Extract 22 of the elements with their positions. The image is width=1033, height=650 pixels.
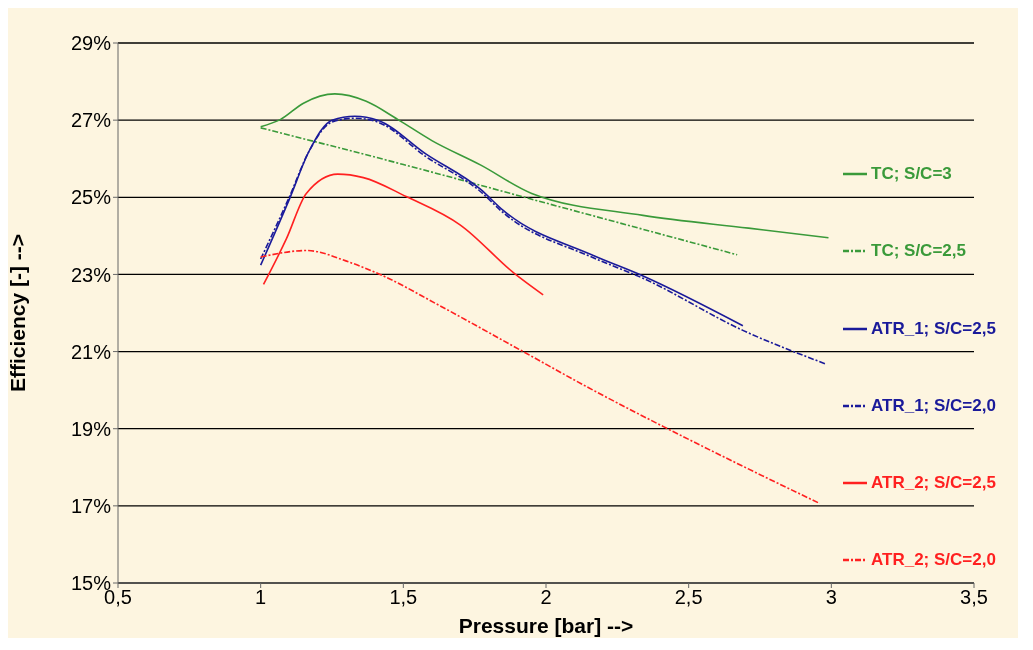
legend-label: ATR_2; S/C=2,0 bbox=[871, 550, 996, 570]
y-tick-label: 29% bbox=[70, 32, 112, 55]
x-tick-label: 3 bbox=[825, 586, 837, 609]
legend-label: TC; S/C=3 bbox=[871, 164, 952, 185]
x-tick-label: 3,5 bbox=[960, 586, 988, 609]
y-tick-label: 27% bbox=[70, 109, 112, 132]
x-tick-label: 2 bbox=[540, 586, 552, 609]
y-tick-label: 19% bbox=[70, 417, 112, 440]
y-axis-title: Efficiency [-] --> bbox=[6, 233, 30, 393]
y-tick-label: 23% bbox=[70, 263, 112, 286]
line-series bbox=[259, 117, 827, 365]
x-tick-label: 2,5 bbox=[674, 586, 703, 609]
legend-label: ATR_2; S/C=2,5 bbox=[871, 472, 996, 493]
y-tick-label: 21% bbox=[70, 340, 112, 363]
legend-label: ATR_1; S/C=2,5 bbox=[871, 318, 996, 339]
y-tick-label: 17% bbox=[70, 494, 112, 517]
legend-label: TC; S/C=2,5 bbox=[871, 241, 966, 262]
x-tick-label: 1,5 bbox=[389, 586, 418, 609]
legend-label: ATR_1; S/C=2,0 bbox=[871, 395, 996, 416]
x-axis-title: Pressure [bar] --> bbox=[458, 614, 634, 637]
y-tick-label: 25% bbox=[70, 186, 112, 209]
x-tick-label: 1 bbox=[255, 586, 267, 609]
